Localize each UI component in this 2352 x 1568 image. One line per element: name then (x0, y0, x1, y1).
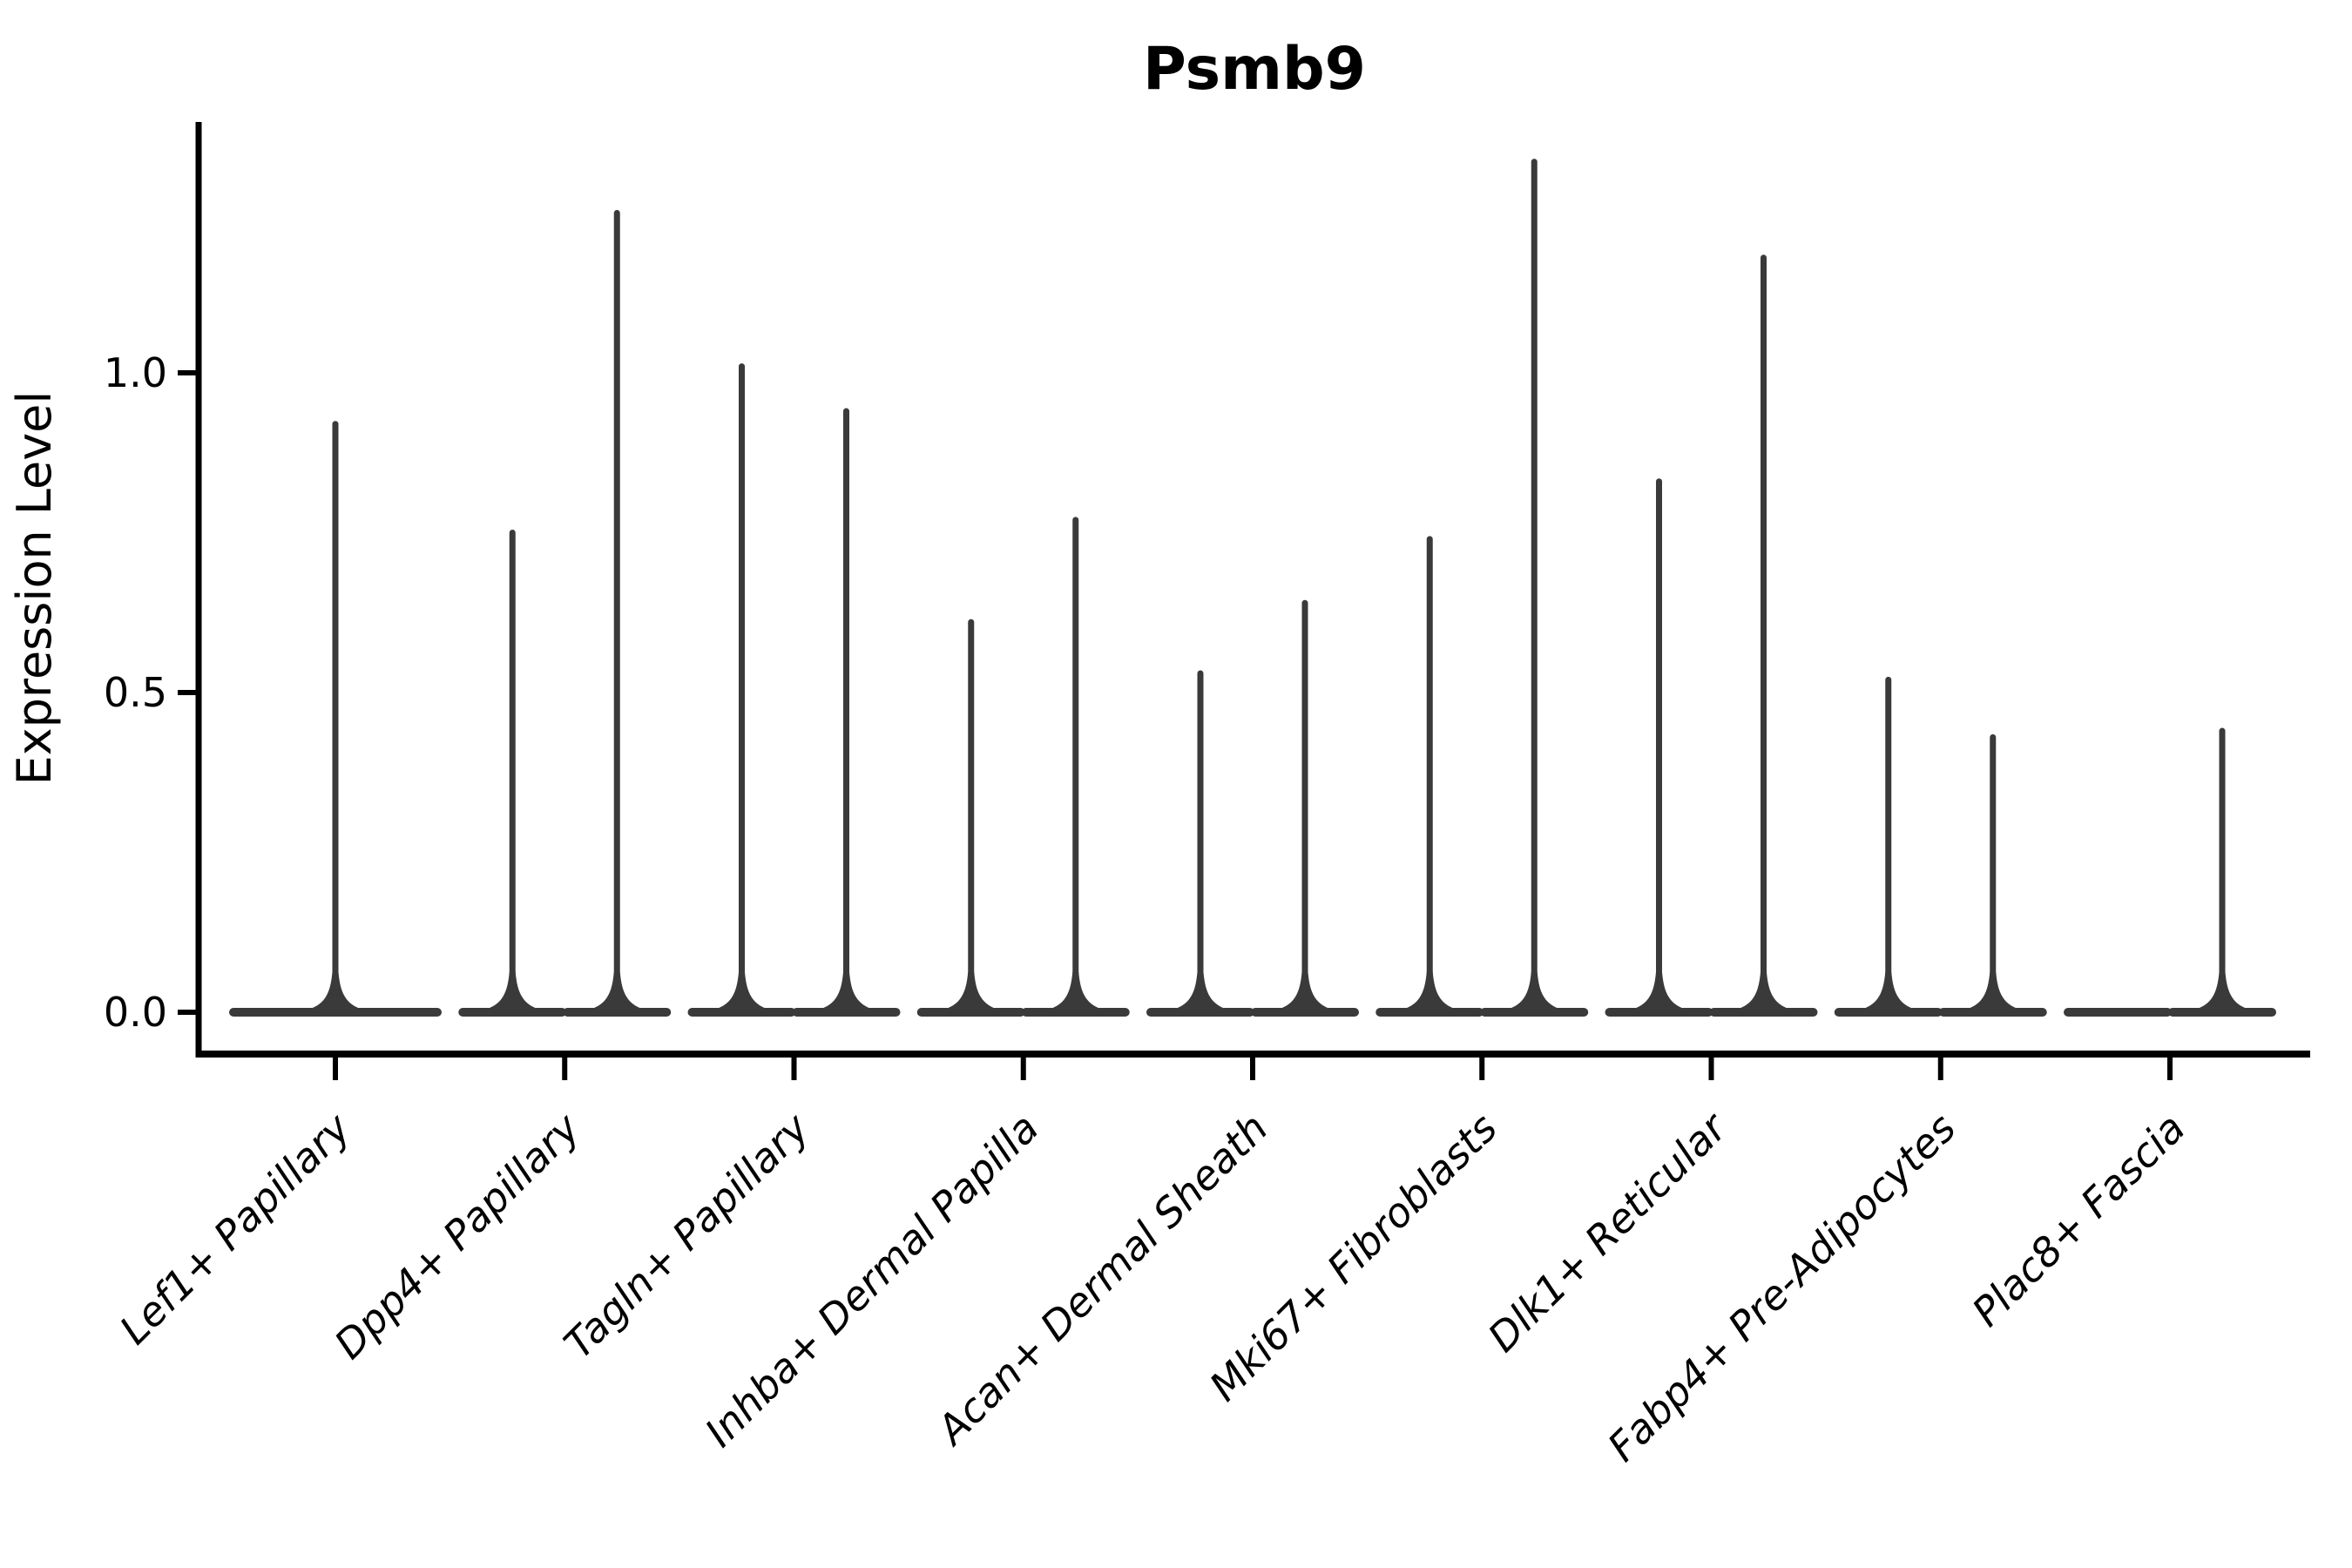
violin-tagln-papillary-left (687, 363, 796, 1017)
y-tick-label-0: 0.0 (104, 989, 167, 1036)
violin-flare (806, 972, 887, 1012)
violin-acan-dermal-sheath-left (1146, 670, 1254, 1017)
x-tick-label-lef1-papillary: Lef1+ Papillary (111, 1104, 360, 1353)
violin-flare (1848, 972, 1929, 1012)
y-tick-label-05: 0.5 (104, 669, 167, 716)
violin-flare (1723, 972, 1804, 1012)
violin-flare (1265, 972, 1345, 1012)
violin-flare (577, 972, 658, 1012)
x-tick-label-dpp4-papillary: Dpp4+ Papillary (325, 1104, 589, 1368)
violin-inhba-dermal-papilla-left (916, 618, 1025, 1017)
violin-dpp4-papillary-right (563, 210, 672, 1017)
x-tick-label-tagln-papillary: Tagln+ Papillary (555, 1104, 819, 1368)
violin-flare (295, 972, 375, 1012)
violin-mki67-fibroblasts-right (1480, 159, 1589, 1017)
violin-fabp4-pre-adipocytes-right (1938, 733, 2047, 1017)
violin-fabp4-pre-adipocytes-left (1834, 676, 1943, 1017)
violin-mki67-fibroblasts-left (1375, 536, 1484, 1017)
violin-flare (1952, 972, 2033, 1012)
violin-flare (2182, 972, 2262, 1012)
x-tick-label-plac8-fascia: Plac8+ Fascia (1963, 1105, 2193, 1335)
violin-dpp4-papillary-left (458, 530, 567, 1017)
violin-flare (701, 972, 782, 1012)
violin-flare (1035, 972, 1116, 1012)
violin-dlk1-reticular-right (1709, 254, 1818, 1017)
violin-flare (930, 972, 1011, 1012)
violin-tagln-papillary-right (792, 408, 901, 1017)
x-tick-label-dlk1-reticular: Dlk1+ Reticular (1479, 1102, 1738, 1361)
chart-title: Psmb9 (1143, 35, 1366, 104)
violin-flare (1619, 972, 1700, 1012)
violin-flare (472, 972, 553, 1012)
violin-lef1-papillary-center (229, 421, 442, 1017)
y-axis-label: Expression Level (7, 391, 62, 786)
violin-flare (1160, 972, 1240, 1012)
violin-plac8-fascia-right (2168, 727, 2276, 1017)
y-tick-label-1: 1.0 (104, 349, 167, 396)
violin-dlk1-reticular-left (1605, 478, 1713, 1017)
violin-flare (1389, 972, 1470, 1012)
violin-acan-dermal-sheath-right (1251, 599, 1359, 1017)
violin-inhba-dermal-papilla-right (1021, 517, 1130, 1017)
violins-layer (229, 159, 2276, 1017)
violin-flare (1494, 972, 1575, 1012)
